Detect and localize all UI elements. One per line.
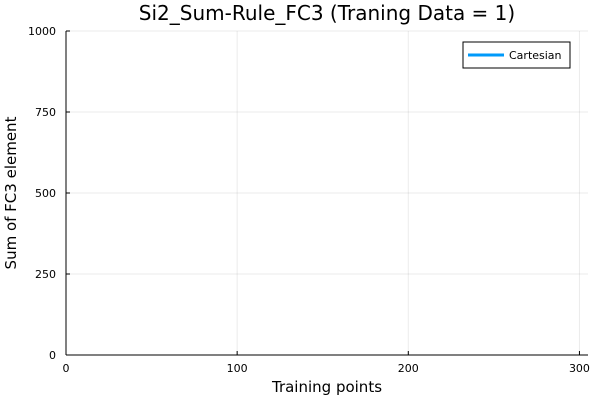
y-axis-ticks: 0 250 500 750 1000: [28, 25, 70, 362]
y-tick-label: 500: [35, 187, 56, 200]
x-tick-label: 300: [569, 362, 590, 375]
x-tick-label: 100: [227, 362, 248, 375]
legend-box: [462, 41, 571, 69]
x-axis-ticks: 0 100 200 300: [63, 351, 590, 375]
legend-label-cartesian: Cartesian: [509, 49, 562, 62]
y-tick-label: 1000: [28, 25, 56, 38]
x-tick-label: 200: [398, 362, 419, 375]
x-tick-label: 0: [63, 362, 70, 375]
chart-title: Si2_Sum-Rule_FC3 (Traning Data = 1): [139, 1, 515, 25]
x-axis-label: Training points: [271, 378, 382, 396]
y-axis-label: Sum of FC3 element: [2, 116, 20, 269]
y-tick-label: 750: [35, 106, 56, 119]
legend: Cartesian: [462, 41, 571, 69]
y-tick-label: 250: [35, 268, 56, 281]
grid: [65, 30, 588, 356]
y-tick-label: 0: [49, 349, 56, 362]
